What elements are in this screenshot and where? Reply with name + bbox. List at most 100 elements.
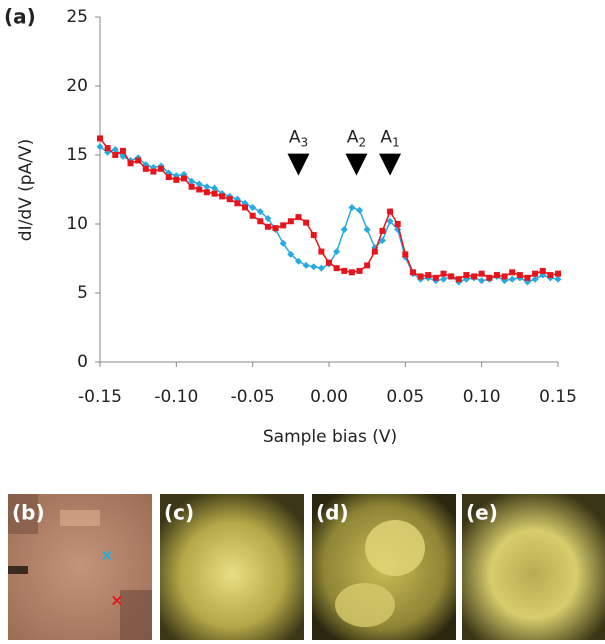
marker [264,223,271,230]
marker [516,272,523,279]
panel-label: (d) [316,501,349,525]
marker [539,267,546,274]
panel-label: (a) [4,5,36,29]
marker [555,270,561,277]
marker [127,160,134,167]
marker [417,273,424,280]
annotation-subscript: 2 [358,135,366,149]
marker [478,277,486,285]
marker [272,225,279,232]
marker [478,270,485,277]
marker [249,212,256,219]
marker [158,165,165,172]
marker [387,208,394,215]
y-tick-label: 25 [66,7,88,27]
marker [509,269,516,276]
marker [256,208,264,216]
marker [440,270,447,277]
image-blob [365,520,425,576]
annotation-label: A2 [347,128,366,150]
marker [111,145,119,153]
marker [257,218,264,225]
marker [340,226,348,234]
marker [356,206,364,214]
annotation-marker [379,153,402,176]
marker [150,168,157,175]
marker [196,186,203,193]
marker [264,214,272,222]
marker [333,265,340,272]
marker [226,196,233,203]
marker [409,269,416,276]
marker [402,251,409,258]
marker [287,250,295,258]
marker [379,227,386,234]
marker [119,147,126,154]
y-tick-label: 5 [77,283,88,303]
marker [463,272,470,279]
annotation-text: A [347,128,359,148]
marker [104,145,111,152]
marker [219,193,226,200]
annotation-subscript: 3 [300,135,308,149]
marker [547,272,554,279]
annotation-marker [345,153,368,176]
annotation-text: A [380,128,392,148]
panel-label: (c) [164,501,194,525]
marker [302,261,310,269]
marker [173,176,180,183]
marker [554,275,562,283]
marker [242,204,249,211]
marker [295,214,302,221]
annotation-marker [287,153,310,176]
marker [135,157,142,164]
marker [287,218,294,225]
marker [310,232,317,239]
marker [195,180,203,188]
marker [448,273,455,280]
image-blob [335,583,395,627]
marker [363,226,371,234]
marker [211,184,218,192]
annotation-subscript: 1 [392,135,400,149]
marker [112,152,119,158]
marker [524,274,531,281]
marker [203,183,211,191]
marker [432,274,439,281]
marker [326,259,332,266]
annotation-text: A [289,128,301,148]
x-tick-label: -0.15 [78,387,122,407]
marker [471,273,478,280]
blue-cross: × [100,546,113,565]
marker [508,275,516,283]
y-tick-label: 0 [77,352,88,372]
marker [333,248,341,256]
marker [97,135,103,142]
y-axis-label: dI/dV (pA/V) [16,139,36,241]
y-tick-label: 10 [66,214,88,234]
marker [364,262,371,269]
marker [394,221,401,227]
marker [310,263,318,271]
marker [317,264,325,272]
panel-label: (b) [12,501,45,525]
marker [440,275,447,283]
y-tick-label: 20 [66,76,88,96]
marker [378,237,386,245]
marker [180,175,187,182]
x-tick-label: 0.00 [310,387,348,407]
x-tick-label: 0.15 [539,387,577,407]
marker [386,217,394,225]
marker [142,165,149,172]
marker [303,219,310,226]
red-cross: × [110,591,123,610]
marker [371,248,378,255]
marker [279,239,287,247]
marker [341,267,348,274]
marker [188,183,195,190]
marker [203,189,210,196]
image-panel-c [160,494,304,640]
marker [348,269,355,276]
marker [356,267,363,274]
